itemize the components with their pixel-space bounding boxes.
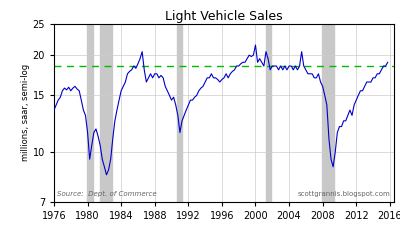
Bar [266,24,272,202]
Text: Source:  Dept. of Commerce: Source: Dept. of Commerce [58,190,157,197]
Bar [176,24,182,202]
Bar [100,24,112,202]
Text: scottgrannis.blogspot.com: scottgrannis.blogspot.com [298,191,390,197]
Y-axis label: millions, saar, semi-log: millions, saar, semi-log [21,64,30,162]
Bar [87,24,93,202]
Bar [322,24,334,202]
Title: Light Vehicle Sales: Light Vehicle Sales [165,10,283,23]
